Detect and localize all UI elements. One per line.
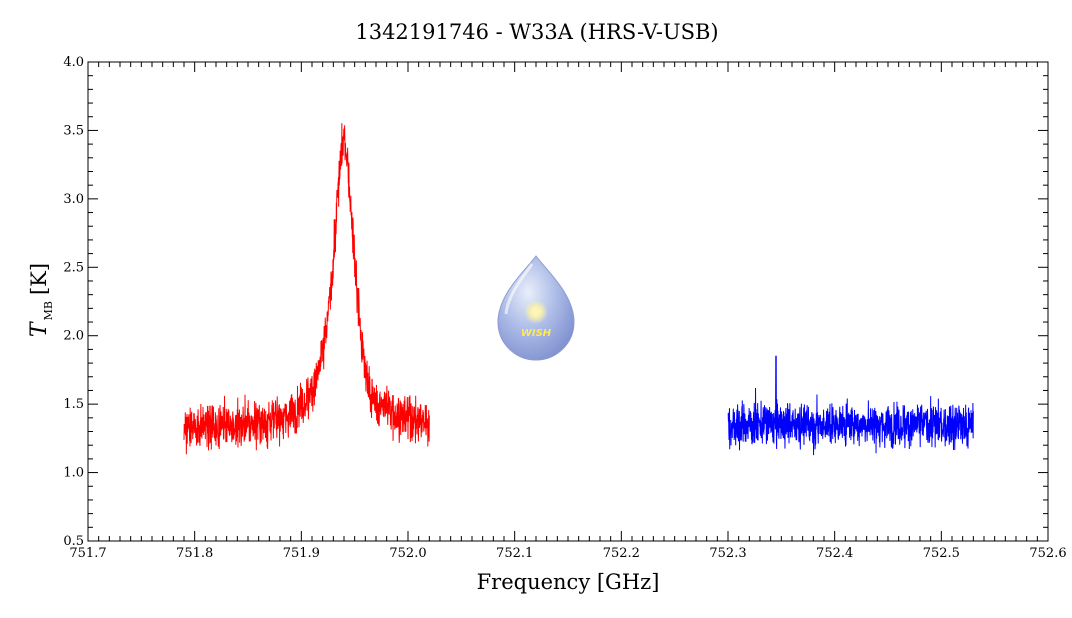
series-line-1 [183,123,430,455]
y-tick-labels: 0.5 1.0 1.5 2.0 2.5 3.0 3.5 4.0 [63,55,84,549]
x-tick-label: 751.8 [176,546,213,561]
y-axis-unit: [K] [27,263,51,295]
x-tick-label: 752.3 [709,546,746,561]
x-tick-label: 752.6 [1029,546,1066,561]
x-tick-label: 751.7 [69,546,106,561]
x-tick-label: 752.4 [816,546,853,561]
y-axis-label: TMB [K] [27,263,55,337]
x-axis-label: Frequency [GHz] [477,570,660,594]
svg-text:TMB[K]: TMB [K] [27,263,55,337]
star-icon [530,306,542,318]
y-tick-label: 1.5 [63,397,84,412]
y-axis-subscript: MB [42,301,55,320]
y-tick-label: 1.0 [63,466,84,481]
chart-title: 1342191746 - W33A (HRS-V-USB) [355,20,718,44]
x-tick-labels: 751.7 751.8 751.9 752.0 752.1 752.2 752.3 752.4… [69,546,1066,561]
y-tick-label: 2.0 [63,329,84,344]
axis-ticks [87,61,1049,542]
y-tick-label: 2.5 [63,260,84,275]
y-tick-label: 4.0 [63,55,84,70]
series-line-2 [727,355,974,456]
x-tick-label: 752.5 [923,546,960,561]
wish-logo: WISH [497,255,575,361]
x-tick-label: 752.0 [389,546,426,561]
wish-logo-text: WISH [521,328,552,339]
x-tick-label: 752.1 [496,546,533,561]
y-tick-label: 3.0 [63,192,84,207]
y-tick-label: 3.5 [63,123,84,138]
y-axis-symbol: T [27,320,52,337]
x-tick-label: 751.9 [283,546,320,561]
y-tick-label: 0.5 [63,534,84,549]
series-layer [183,123,974,456]
x-tick-label: 752.2 [603,546,640,561]
